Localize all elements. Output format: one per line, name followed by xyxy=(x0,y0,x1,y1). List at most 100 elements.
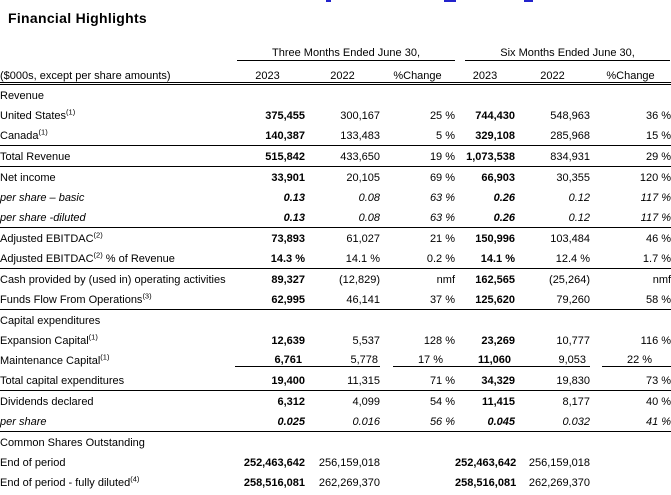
corner-spacer xyxy=(0,44,230,61)
value-cell xyxy=(515,431,591,452)
value-cell: 548,963 xyxy=(550,110,591,122)
row-label: Net income xyxy=(0,167,230,188)
table-row: United States(1) 375,455 300,167 25 % 744,43… xyxy=(0,105,671,125)
value-cell: 0.13 xyxy=(283,212,305,224)
row-label-text: Canada xyxy=(0,130,39,142)
value-cell: 5,778 xyxy=(305,350,380,370)
value-cell: 515,842 xyxy=(230,145,305,167)
link-fragment[interactable] xyxy=(524,0,533,2)
value-cell: 11,060 xyxy=(455,350,516,370)
value-cell: 0.08 xyxy=(358,212,380,224)
link-fragment[interactable] xyxy=(326,0,331,2)
value-cell: 744,430 xyxy=(475,110,516,122)
row-label-text: Total capital expenditures xyxy=(0,375,125,387)
value-cell: 0.26 xyxy=(493,192,516,204)
value-cell: 62,995 xyxy=(271,294,305,306)
value-cell: 69 % xyxy=(429,172,456,184)
value-cell: 258,516,081 xyxy=(455,477,517,489)
value-cell: 125,620 xyxy=(475,294,516,306)
section-row: Capital expenditures xyxy=(0,309,671,330)
row-label: Maintenance Capital(1) xyxy=(0,350,230,370)
row-label-text: Capital expenditures xyxy=(0,315,101,327)
value-cell: 252,463,642 xyxy=(455,457,517,469)
row-label: Canada(1) xyxy=(0,125,230,146)
value-cell: 14.3 % xyxy=(270,253,305,265)
value-cell xyxy=(455,309,516,330)
column-header: %Change xyxy=(380,61,456,85)
value-cell: 120 % xyxy=(639,172,671,184)
value-text: 11,060 xyxy=(455,354,516,367)
value-cell xyxy=(455,431,516,452)
value-cell: 256,159,018 xyxy=(318,457,380,469)
value-cell: 433,650 xyxy=(305,145,380,167)
column-group-label: Six Months Ended June 30, xyxy=(465,47,671,61)
value-cell xyxy=(455,84,515,106)
table-row: Maintenance Capital(1) 6,761 5,778 17 % 11,0… xyxy=(0,350,671,370)
value-cell: 21 % xyxy=(380,227,456,248)
value-cell: 1,073,538 xyxy=(455,145,516,167)
value-cell: 285,968 xyxy=(550,130,591,142)
table-row: Adjusted EBITDAC(2) % of Revenue 14.3 % 14… xyxy=(0,248,671,269)
value-cell: 8,177 xyxy=(515,390,591,411)
value-cell: 30,355 xyxy=(556,172,591,184)
row-label-text: Common Shares Outstanding xyxy=(0,437,145,449)
value-cell: 58 % xyxy=(645,294,671,306)
row-label: Adjusted EBITDAC(2) xyxy=(0,227,230,248)
value-cell: 46,141 xyxy=(346,294,380,306)
value-cell: 54 % xyxy=(380,390,456,411)
row-label: Dividends declared xyxy=(0,390,230,411)
value-cell: 117 % xyxy=(640,192,671,204)
table-row: Cash provided by (used in) operating act… xyxy=(0,268,671,289)
value-cell xyxy=(230,309,305,330)
value-cell: 61,027 xyxy=(305,227,380,248)
row-label-text: Total Revenue xyxy=(0,151,71,163)
link-fragment[interactable] xyxy=(444,0,456,2)
value-cell: 0.08 xyxy=(358,192,380,204)
section-row: Common Shares Outstanding xyxy=(0,431,671,452)
row-label: Funds Flow From Operations(3) xyxy=(0,289,230,310)
value-cell xyxy=(305,431,380,452)
value-cell: 6,312 xyxy=(230,390,305,411)
value-cell xyxy=(590,452,671,472)
financial-highlights-table: Three Months Ended June 30, Six Months E… xyxy=(0,44,671,495)
row-label-text: Funds Flow From Operations xyxy=(0,294,143,306)
row-label: Capital expenditures xyxy=(0,309,230,330)
value-cell xyxy=(515,84,590,106)
value-cell: 5 % xyxy=(436,130,456,142)
value-cell: 128 % xyxy=(423,335,456,347)
value-cell xyxy=(380,452,455,472)
value-cell: 258,516,081 xyxy=(243,477,305,489)
column-header: 2023 xyxy=(230,61,305,85)
table-body: Revenue United States(1) 375,455 300,167 25 … xyxy=(0,84,671,495)
value-cell xyxy=(380,472,455,492)
value-cell: 0.26 xyxy=(493,212,516,224)
footnote-marker: (1) xyxy=(38,127,48,137)
footnote-marker: (3) xyxy=(142,291,152,301)
value-cell xyxy=(590,431,671,452)
row-label: Adjusted EBITDAC(2) % of Revenue xyxy=(0,248,230,269)
value-cell: 17 % xyxy=(380,350,456,370)
table-row: Total capital expenditures 19,400 11,315 71… xyxy=(0,370,671,391)
value-cell: 11,415 xyxy=(455,390,516,411)
value-cell: 25 % xyxy=(429,110,456,122)
value-cell xyxy=(230,431,305,452)
row-label: Revenue xyxy=(0,84,230,106)
value-cell: 256,159,018 xyxy=(528,457,591,469)
table-row: Expansion Capital(1) 12,639 5,537 128 % 23,2… xyxy=(0,330,671,350)
footnote-marker: (1) xyxy=(100,352,110,362)
row-label: per share xyxy=(0,411,230,432)
value-cell: 0.12 xyxy=(568,192,591,204)
footnote-marker: (2) xyxy=(93,250,103,260)
value-cell xyxy=(380,309,456,330)
value-cell: 1.7 % xyxy=(642,253,671,265)
row-label-text: United States xyxy=(0,110,67,122)
value-cell: nmf xyxy=(380,268,456,289)
table-row: Canada(1) 140,387 133,483 5 % 329,108 285,968… xyxy=(0,125,671,146)
table-row: per share – basic 0.13 0.08 63 % 0.26 0.12 117… xyxy=(0,187,671,207)
value-cell: 19,830 xyxy=(556,375,591,387)
table-row: Net income 33,901 20,105 69 % 66,903 30,355 12… xyxy=(0,167,671,188)
value-text: 17 % xyxy=(393,354,456,367)
value-cell xyxy=(515,309,591,330)
value-cell: 0.12 xyxy=(568,212,591,224)
